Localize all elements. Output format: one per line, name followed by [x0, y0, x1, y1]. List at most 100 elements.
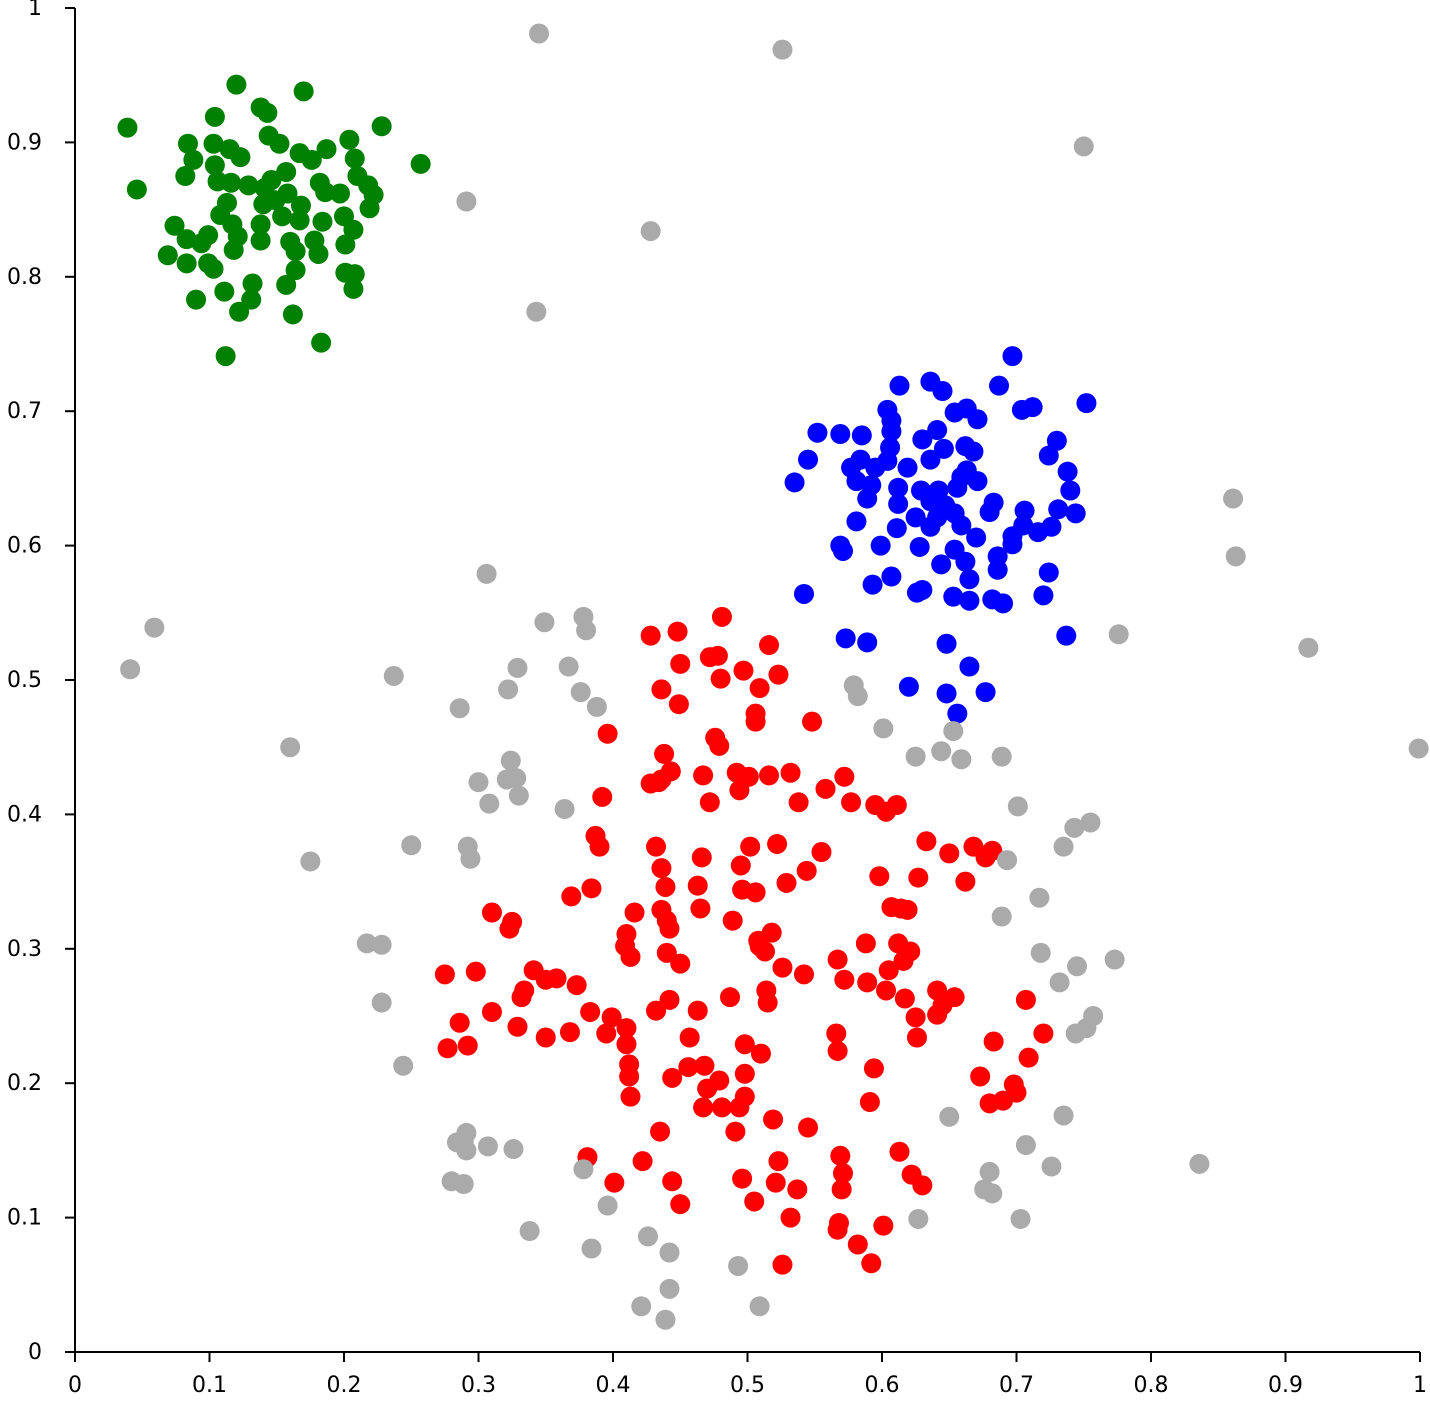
point	[311, 332, 332, 353]
point	[697, 1078, 718, 1099]
point	[963, 441, 984, 462]
point	[250, 214, 271, 235]
point	[566, 975, 587, 996]
point	[308, 243, 329, 264]
point	[897, 899, 918, 920]
point	[905, 746, 926, 767]
point	[329, 183, 350, 204]
point	[586, 696, 607, 717]
point	[535, 1027, 556, 1048]
point	[1189, 1153, 1210, 1174]
point	[659, 918, 680, 939]
point	[975, 682, 996, 703]
point	[908, 1208, 929, 1229]
point	[687, 875, 708, 896]
point	[1002, 346, 1023, 367]
point	[693, 1097, 714, 1118]
point	[847, 686, 868, 707]
point	[678, 1057, 699, 1078]
point	[186, 289, 207, 310]
point	[1056, 625, 1077, 646]
point	[477, 1136, 498, 1157]
point	[720, 987, 741, 1008]
point	[667, 621, 688, 642]
y-tick-label: 0	[28, 1340, 42, 1365]
point	[176, 253, 197, 274]
point	[300, 851, 321, 872]
point	[788, 792, 809, 813]
point	[508, 785, 529, 806]
point	[711, 606, 732, 627]
point	[870, 535, 891, 556]
point	[242, 273, 263, 294]
point	[729, 1097, 750, 1118]
point	[289, 210, 310, 231]
point	[744, 1191, 765, 1212]
point	[359, 198, 380, 219]
point	[955, 551, 976, 572]
point	[175, 166, 196, 186]
point	[476, 563, 497, 584]
point	[916, 831, 937, 852]
point	[993, 593, 1014, 614]
point	[807, 422, 828, 443]
point	[498, 679, 519, 700]
point	[316, 139, 337, 160]
point	[668, 694, 689, 715]
point	[759, 635, 780, 656]
point	[1028, 522, 1049, 543]
point	[519, 1221, 540, 1242]
point	[711, 1097, 732, 1118]
point	[927, 420, 948, 441]
point	[888, 477, 909, 498]
point	[931, 554, 952, 575]
point	[897, 457, 918, 478]
point	[561, 886, 582, 907]
point	[967, 409, 988, 430]
point	[909, 536, 930, 557]
point	[767, 833, 788, 854]
point	[732, 1168, 753, 1189]
point	[851, 425, 872, 446]
point	[1038, 445, 1059, 466]
point	[558, 656, 579, 677]
point	[265, 190, 286, 211]
point	[230, 147, 251, 168]
point	[183, 149, 204, 170]
point	[759, 765, 780, 786]
point	[863, 1058, 884, 1079]
point	[830, 424, 851, 445]
point	[1065, 1023, 1086, 1044]
point	[315, 182, 336, 203]
point	[772, 957, 793, 978]
point	[959, 590, 980, 611]
y-tick-label: 0.1	[7, 1206, 42, 1231]
point	[646, 1000, 667, 1021]
point	[1002, 534, 1023, 555]
point	[479, 793, 500, 814]
point	[912, 579, 933, 600]
point	[662, 1171, 683, 1192]
point	[1064, 817, 1085, 838]
x-tick-label: 0.6	[865, 1373, 900, 1398]
point	[857, 488, 878, 509]
point	[651, 858, 672, 879]
x-tick-label: 0.8	[1134, 1373, 1169, 1398]
point	[457, 1035, 478, 1056]
point	[943, 721, 964, 742]
point	[894, 988, 915, 1009]
point	[229, 301, 250, 322]
point	[740, 836, 761, 857]
point	[191, 233, 212, 254]
point	[215, 346, 236, 367]
point	[749, 1296, 770, 1317]
point	[659, 1278, 680, 1299]
point	[203, 133, 224, 154]
point	[285, 260, 306, 281]
point	[893, 950, 914, 971]
point	[881, 421, 902, 442]
point	[830, 1145, 851, 1166]
point	[1010, 1208, 1031, 1229]
point	[793, 583, 814, 604]
